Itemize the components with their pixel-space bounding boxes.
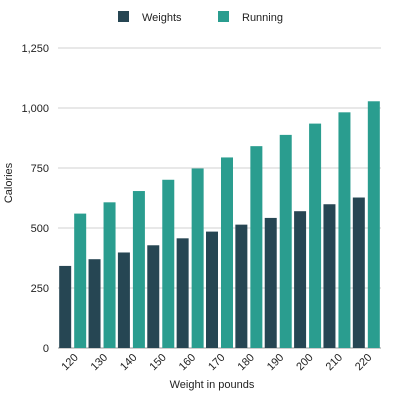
bar-weights-120: [59, 265, 72, 348]
x-tick-label: 190: [265, 352, 286, 373]
bar-running-220: [367, 101, 380, 348]
bar-weights-150: [147, 245, 160, 348]
bar-weights-130: [88, 259, 101, 348]
x-tick-label: 170: [206, 352, 227, 373]
bar-weights-190: [264, 217, 277, 348]
legend: Weights Running: [118, 11, 283, 24]
bar-running-170: [221, 157, 233, 348]
x-axis-title: Weight in pounds: [170, 379, 255, 391]
bar-weights-210: [323, 204, 336, 348]
legend-swatch-weights: [118, 11, 129, 22]
x-tick-label: 150: [147, 352, 168, 373]
y-tick-label: 1,000: [21, 103, 49, 115]
bar-weights-140: [117, 252, 130, 348]
x-tick-label: 130: [89, 352, 110, 373]
x-tick-label: 160: [177, 352, 198, 373]
x-tick-label: 220: [353, 352, 374, 373]
bar-running-180: [250, 146, 263, 348]
bar-running-190: [279, 134, 292, 348]
y-tick-label: 250: [31, 283, 49, 295]
bar-weights-200: [294, 211, 307, 348]
x-axis-ticks: 120 130 140 150 160 170 180 190 200 210 220: [59, 352, 374, 373]
y-axis-title: Calories: [3, 162, 15, 203]
bars: [59, 101, 380, 348]
bar-weights-160: [176, 238, 189, 348]
y-tick-label: 0: [43, 343, 49, 355]
bar-running-200: [309, 123, 322, 348]
y-tick-label: 500: [31, 223, 49, 235]
legend-label-weights: Weights: [142, 12, 182, 24]
bar-running-120: [74, 213, 87, 348]
x-tick-label: 140: [118, 352, 139, 373]
bar-running-140: [132, 191, 145, 348]
bar-weights-220: [352, 197, 365, 348]
y-tick-label: 750: [31, 163, 49, 175]
x-tick-label: 210: [324, 352, 345, 373]
legend-swatch-running: [218, 11, 229, 22]
y-tick-label: 1,250: [21, 43, 49, 55]
legend-label-running: Running: [242, 12, 283, 24]
bar-weights-170: [206, 231, 218, 348]
x-tick-label: 200: [294, 352, 315, 373]
bar-running-150: [162, 179, 175, 348]
bar-running-210: [338, 112, 351, 348]
x-tick-label: 180: [236, 352, 257, 373]
bar-weights-180: [235, 224, 248, 348]
y-axis-ticks: 0 250 500 750 1,000 1,250: [21, 43, 49, 355]
bar-running-160: [191, 168, 204, 348]
bar-running-130: [103, 202, 116, 348]
x-tick-label: 120: [59, 352, 80, 373]
